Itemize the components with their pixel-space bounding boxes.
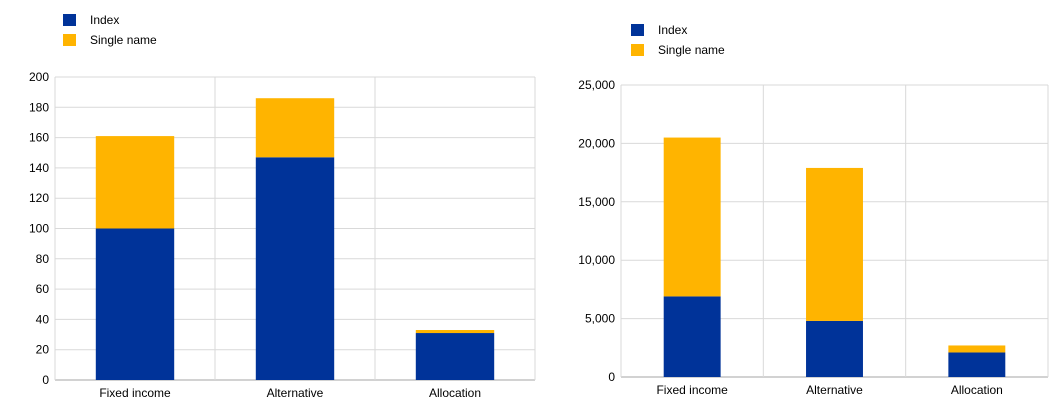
chart-right: Index Single name 0 5,000 10,000 15,000 20,0… (540, 0, 1050, 402)
bar-single-name (95, 136, 175, 229)
y-tick-label: 20 (36, 343, 50, 357)
chart-plot-right: 0 5,000 10,000 15,000 20,000 25,000 Fixed inco… (578, 78, 1049, 397)
y-tick-label: 180 (29, 100, 49, 114)
legend-label-index: Index (90, 13, 120, 27)
x-tick-label: Allocation (429, 386, 481, 400)
y-tick-label: 0 (42, 373, 49, 387)
bar-single-name (948, 345, 1006, 353)
bar-index (806, 320, 863, 377)
y-tick-label: 140 (29, 161, 49, 175)
y-tick-label: 15,000 (578, 195, 615, 209)
bar-index (95, 228, 175, 380)
y-tick-label: 20,000 (578, 136, 615, 150)
bar-index (948, 352, 1006, 377)
legend-label-single-name: Single name (90, 33, 157, 47)
x-tick-label: Alternative (267, 386, 324, 400)
bar-single-name (663, 137, 721, 297)
y-tick-label: 60 (36, 282, 50, 296)
bar-index (255, 157, 335, 380)
bar-single-name (415, 330, 495, 334)
legend-swatch-single-name (631, 44, 644, 56)
legend-swatch-single-name (63, 34, 76, 46)
chart-left: Index Single name 0 20 40 60 80 100 120 140 160 1… (29, 13, 536, 400)
x-tick-label: Fixed income (656, 383, 728, 397)
legend-label-index: Index (658, 23, 688, 37)
x-tick-label: Alternative (806, 383, 863, 397)
bar-single-name (255, 98, 335, 158)
y-tick-label: 80 (36, 252, 50, 266)
y-tick-label: 120 (29, 191, 49, 205)
chart-plot-left: 0 20 40 60 80 100 120 140 160 180 200 Fixed income A… (29, 70, 536, 400)
legend-swatch-index (631, 24, 644, 36)
x-tick-label: Fixed income (99, 386, 171, 400)
y-tick-label: 200 (29, 70, 49, 84)
y-tick-label: 40 (36, 312, 50, 326)
y-tick-label: 0 (608, 370, 615, 384)
y-tick-label: 100 (29, 222, 49, 236)
legend-label-single-name: Single name (658, 43, 725, 57)
y-tick-label: 5,000 (585, 312, 615, 326)
bar-single-name (806, 167, 863, 321)
bar-index (415, 333, 495, 380)
x-tick-label: Allocation (951, 383, 1003, 397)
bar-index (663, 296, 721, 377)
y-tick-label: 10,000 (578, 253, 615, 267)
y-tick-label: 160 (29, 131, 49, 145)
y-tick-label: 25,000 (578, 78, 615, 92)
legend-swatch-index (63, 14, 76, 26)
